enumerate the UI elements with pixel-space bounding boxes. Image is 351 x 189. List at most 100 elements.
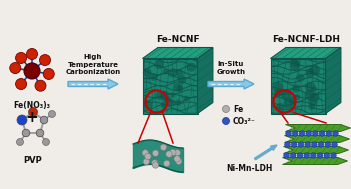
Circle shape [281, 89, 291, 100]
Circle shape [164, 98, 172, 106]
Circle shape [310, 92, 319, 102]
Circle shape [28, 108, 38, 116]
Circle shape [160, 144, 167, 151]
Text: CO₃²⁻: CO₃²⁻ [233, 116, 256, 125]
FancyArrow shape [208, 79, 254, 89]
Circle shape [284, 98, 294, 109]
Circle shape [317, 153, 323, 158]
Circle shape [187, 63, 196, 72]
Circle shape [22, 129, 30, 137]
Circle shape [161, 102, 166, 108]
Circle shape [309, 103, 315, 110]
Polygon shape [283, 157, 347, 164]
Polygon shape [284, 146, 349, 153]
Circle shape [17, 115, 27, 125]
Polygon shape [325, 47, 341, 114]
Circle shape [297, 153, 303, 158]
Text: +: + [26, 111, 38, 125]
Circle shape [152, 162, 159, 168]
Circle shape [305, 142, 310, 147]
Circle shape [333, 131, 338, 136]
Circle shape [155, 91, 164, 100]
Circle shape [305, 82, 316, 92]
Circle shape [143, 100, 153, 110]
Circle shape [36, 129, 44, 137]
Text: Fe(NO₃)₃: Fe(NO₃)₃ [13, 101, 51, 110]
Circle shape [166, 151, 172, 157]
Circle shape [174, 156, 180, 162]
Circle shape [292, 131, 298, 136]
Circle shape [223, 105, 230, 112]
Circle shape [324, 153, 330, 158]
Circle shape [292, 59, 300, 67]
Circle shape [311, 153, 316, 158]
Circle shape [176, 158, 182, 164]
Circle shape [163, 68, 169, 74]
Circle shape [223, 118, 230, 125]
Polygon shape [285, 125, 351, 132]
Circle shape [174, 83, 182, 91]
Text: Fe: Fe [233, 105, 243, 114]
Circle shape [167, 151, 173, 157]
Circle shape [311, 86, 317, 92]
Circle shape [174, 150, 180, 156]
Circle shape [168, 68, 177, 77]
Circle shape [160, 91, 169, 100]
Circle shape [170, 92, 176, 98]
Circle shape [308, 98, 317, 107]
Text: High
Temperature
Carbonization: High Temperature Carbonization [65, 54, 120, 75]
Circle shape [170, 149, 176, 156]
Circle shape [142, 150, 148, 156]
Text: Ni-Mn-LDH: Ni-Mn-LDH [226, 164, 272, 173]
Circle shape [143, 68, 152, 77]
Circle shape [24, 63, 40, 79]
Circle shape [152, 160, 158, 166]
Circle shape [284, 153, 289, 158]
Circle shape [290, 153, 296, 158]
Polygon shape [143, 47, 213, 59]
Circle shape [145, 153, 151, 160]
Circle shape [15, 78, 27, 90]
FancyArrow shape [254, 145, 277, 160]
Circle shape [143, 158, 150, 165]
Circle shape [305, 68, 314, 77]
Circle shape [15, 53, 27, 64]
Circle shape [163, 95, 171, 103]
Polygon shape [143, 59, 198, 114]
Circle shape [176, 100, 181, 106]
Circle shape [309, 68, 314, 73]
Circle shape [40, 55, 51, 66]
Circle shape [276, 103, 285, 112]
Circle shape [289, 96, 297, 103]
Circle shape [48, 111, 55, 118]
Circle shape [319, 131, 325, 136]
Circle shape [297, 74, 305, 82]
Circle shape [318, 142, 324, 147]
Circle shape [299, 131, 305, 136]
Circle shape [176, 69, 183, 77]
Circle shape [331, 153, 336, 158]
Circle shape [286, 131, 291, 136]
Polygon shape [271, 59, 325, 114]
Circle shape [184, 96, 189, 101]
Circle shape [16, 139, 24, 146]
Circle shape [26, 49, 38, 60]
Circle shape [152, 150, 159, 156]
Text: Fe-NCNF-LDH: Fe-NCNF-LDH [272, 35, 340, 43]
Circle shape [178, 76, 186, 84]
Polygon shape [198, 47, 213, 114]
Circle shape [325, 142, 331, 147]
Polygon shape [285, 136, 350, 143]
Text: PVP: PVP [24, 156, 42, 165]
Circle shape [326, 131, 332, 136]
Polygon shape [271, 47, 341, 59]
Circle shape [154, 60, 164, 69]
Circle shape [40, 116, 48, 124]
Circle shape [164, 160, 170, 167]
Text: In-Situ
Growth: In-Situ Growth [217, 61, 245, 75]
Circle shape [305, 90, 315, 100]
Circle shape [42, 139, 49, 146]
Circle shape [273, 82, 283, 92]
Circle shape [285, 142, 290, 147]
Circle shape [43, 68, 54, 79]
